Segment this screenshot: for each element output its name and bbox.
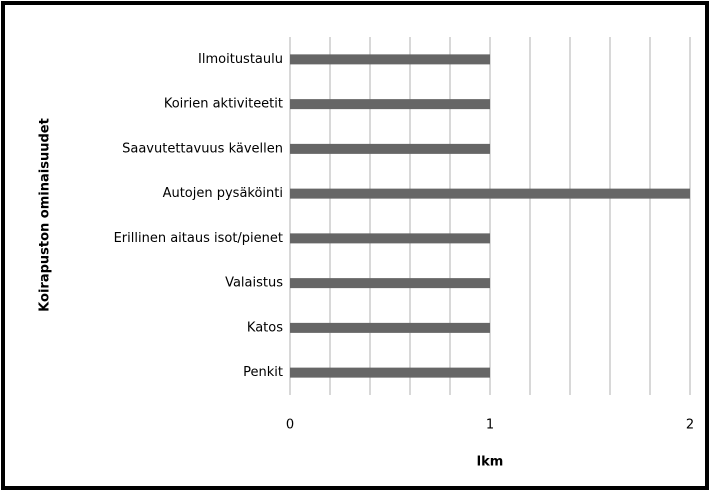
- bar: [290, 188, 690, 199]
- x-tick-label: 2: [686, 418, 694, 433]
- x-tick-label: 1: [486, 418, 494, 433]
- bar: [290, 143, 490, 154]
- bar: [290, 54, 490, 65]
- bar: [290, 99, 490, 110]
- y-tick-label: Ilmoitustaulu: [198, 52, 283, 67]
- y-tick-label: Koirien aktiviteetit: [164, 97, 283, 112]
- y-tick-label: Autojen pysäköinti: [163, 186, 283, 201]
- bar: [290, 322, 490, 333]
- y-tick-label: Erillinen aitaus isot/pienet: [114, 231, 283, 246]
- y-axis-label: Koirapuston ominaisuudet: [38, 118, 53, 312]
- y-tick-label: Saavutettavuus kävellen: [122, 141, 283, 156]
- x-axis-label: lkm: [477, 455, 504, 470]
- x-tick-label: 0: [286, 418, 294, 433]
- y-tick-label: Valaistus: [225, 276, 283, 291]
- y-tick-label: Penkit: [243, 365, 283, 380]
- bar: [290, 278, 490, 289]
- bar: [290, 367, 490, 378]
- y-tick-label: Katos: [247, 320, 283, 335]
- bar: [290, 233, 490, 244]
